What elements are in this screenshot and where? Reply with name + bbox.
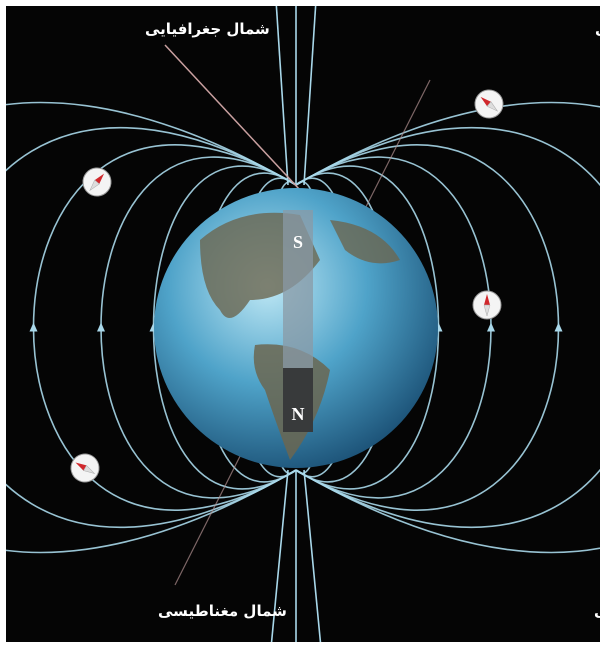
field-line bbox=[303, 6, 317, 186]
needle-south bbox=[486, 101, 499, 112]
needle-north bbox=[480, 96, 491, 107]
geographic-axis bbox=[164, 44, 301, 191]
north-pole-label: N bbox=[292, 404, 305, 424]
label-top-left: شمال جغرافیایی bbox=[145, 20, 270, 38]
needle-south bbox=[83, 464, 96, 474]
field-line bbox=[6, 127, 297, 528]
label-bottom-right: جنوب جغرافیایی bbox=[594, 602, 606, 620]
label-bottom-left: شمال مغناطیسی bbox=[158, 602, 287, 620]
field-arrow bbox=[29, 322, 38, 332]
field-line bbox=[275, 6, 289, 186]
continent bbox=[330, 220, 400, 264]
needle-south bbox=[89, 179, 100, 192]
field-arrow bbox=[487, 322, 495, 332]
compass bbox=[70, 453, 100, 483]
field-arrow bbox=[554, 322, 563, 332]
field-line bbox=[295, 101, 600, 554]
south-pole-label: S bbox=[293, 232, 303, 252]
compass bbox=[82, 167, 112, 197]
needle-north bbox=[484, 294, 490, 305]
earth: S N bbox=[154, 188, 438, 468]
field-arrow bbox=[97, 322, 105, 332]
compass bbox=[474, 89, 504, 119]
label-top-right: جنوب مغناطیسی bbox=[595, 20, 606, 38]
field-line bbox=[270, 469, 289, 642]
needle-north bbox=[94, 173, 105, 184]
field-line bbox=[295, 127, 600, 528]
field-line bbox=[303, 469, 322, 642]
needle-north bbox=[75, 462, 87, 471]
compasses bbox=[70, 89, 504, 483]
magnet-north-half bbox=[283, 368, 313, 432]
compass bbox=[472, 290, 502, 320]
field-line bbox=[6, 101, 297, 554]
needle-south bbox=[483, 304, 491, 317]
